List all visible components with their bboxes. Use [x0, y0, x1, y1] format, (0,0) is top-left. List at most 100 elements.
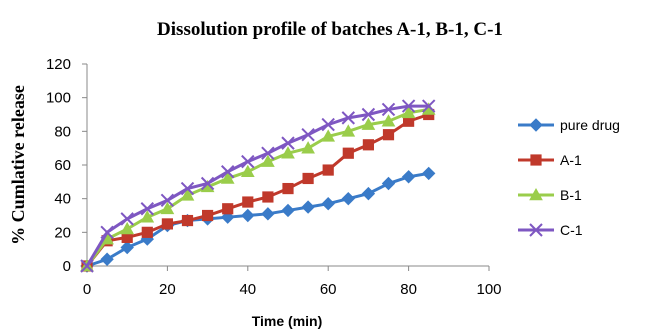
x-marker — [381, 102, 396, 117]
legend-item: A-1 — [518, 152, 582, 168]
series-line — [86, 171, 429, 268]
x-marker — [80, 259, 94, 273]
x-tick-label: 100 — [476, 281, 501, 298]
square-marker — [530, 154, 542, 166]
legend-label: C-1 — [560, 222, 583, 238]
x-marker-stroke — [241, 154, 255, 169]
x-marker — [421, 99, 436, 113]
x-marker-stroke — [421, 99, 436, 113]
series-a-1 — [81, 108, 435, 272]
x-marker — [200, 176, 215, 191]
diamond-marker — [301, 200, 315, 214]
square-marker — [161, 218, 174, 230]
x-marker — [120, 212, 134, 226]
x-marker-stroke — [160, 193, 175, 208]
y-tick-label: 100 — [46, 90, 71, 107]
x-marker — [529, 223, 543, 237]
square-marker — [242, 196, 254, 208]
x-marker — [341, 111, 356, 125]
x-marker-stroke — [341, 111, 356, 125]
diamond-marker — [241, 208, 255, 223]
x-marker — [140, 202, 155, 216]
y-tick-label: 120 — [46, 56, 71, 73]
x-axis-label: Time (min) — [252, 313, 323, 329]
x-marker — [281, 136, 295, 150]
triangle-marker — [220, 171, 235, 184]
x-marker — [180, 181, 195, 196]
triangle-marker — [381, 114, 396, 127]
square-marker — [322, 164, 334, 176]
triangle-marker — [321, 129, 336, 142]
square-marker — [382, 129, 395, 141]
legend-item: pure drug — [518, 117, 620, 133]
diamond-marker — [261, 207, 275, 221]
series-c-1 — [80, 99, 436, 273]
diamond-marker — [281, 203, 295, 218]
triangle-marker — [160, 201, 175, 215]
x-tick-label: 60 — [320, 281, 337, 298]
diamond-marker — [381, 176, 396, 191]
x-marker — [241, 154, 255, 169]
square-marker — [262, 191, 274, 203]
square-marker — [282, 182, 294, 195]
legend-label: pure drug — [560, 117, 620, 133]
y-tick-label: 80 — [54, 123, 71, 140]
diamond-marker — [421, 166, 436, 181]
x-marker-stroke — [401, 99, 416, 113]
x-marker-stroke — [180, 181, 195, 196]
triangle-marker — [180, 188, 195, 201]
legend-item: B-1 — [518, 187, 582, 203]
triangle-marker — [361, 117, 376, 130]
legend-item: C-1 — [518, 222, 583, 238]
square-marker — [202, 209, 214, 222]
diamond-marker — [321, 197, 335, 211]
x-marker — [100, 225, 114, 240]
y-tick-label: 40 — [54, 191, 71, 208]
square-marker — [342, 147, 354, 159]
x-tick-label: 20 — [159, 281, 176, 298]
square-marker — [181, 214, 194, 227]
x-marker-stroke — [381, 102, 396, 117]
x-marker — [401, 99, 416, 113]
triangle-marker — [240, 164, 255, 178]
y-tick-label: 0 — [63, 258, 71, 275]
diamond-marker — [120, 240, 134, 255]
triangle-marker — [120, 221, 135, 235]
series-layer — [80, 99, 436, 273]
triangle-marker — [341, 124, 356, 137]
legend-label: B-1 — [560, 187, 582, 203]
x-marker — [160, 193, 175, 208]
x-marker-stroke — [100, 225, 114, 240]
series-pure-drug — [80, 166, 436, 273]
x-tick-label: 40 — [239, 281, 256, 298]
x-marker-stroke — [529, 223, 543, 237]
triangle-marker — [261, 154, 275, 167]
y-axis-label: % Cumlative release — [8, 85, 28, 245]
legend-label: A-1 — [560, 152, 582, 168]
square-marker — [141, 226, 153, 238]
x-marker — [361, 107, 376, 122]
y-tick-label: 20 — [54, 224, 71, 241]
x-marker-stroke — [361, 107, 376, 122]
y-tick-label: 60 — [54, 157, 71, 174]
x-tick-label: 0 — [83, 281, 91, 298]
x-marker-stroke — [120, 212, 134, 226]
diamond-marker — [401, 170, 416, 184]
triangle-marker — [401, 105, 416, 119]
diamond-marker — [361, 186, 376, 201]
x-marker-stroke — [80, 259, 94, 273]
triangle-marker — [529, 187, 543, 201]
series-line — [85, 104, 429, 267]
x-marker — [220, 165, 235, 179]
square-marker — [222, 203, 234, 215]
x-marker — [321, 117, 335, 132]
legend: pure drug A-1 B-1 C-1 — [518, 117, 620, 238]
x-marker-stroke — [281, 136, 295, 150]
square-marker — [362, 139, 374, 151]
square-marker — [302, 172, 314, 185]
x-marker-stroke — [261, 146, 275, 160]
x-marker-stroke — [140, 202, 155, 216]
triangle-marker — [140, 210, 155, 223]
diamond-marker — [529, 118, 543, 132]
